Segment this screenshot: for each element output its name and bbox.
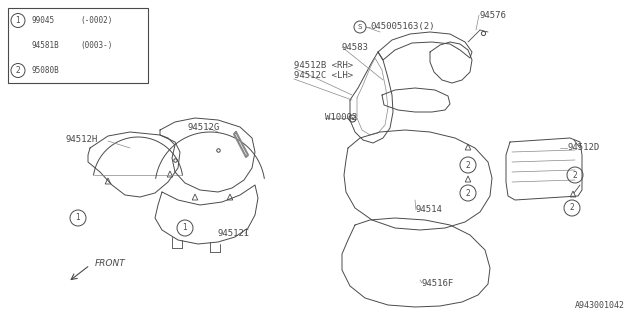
Text: (-0002): (-0002) [80,16,113,25]
Text: 94512I: 94512I [218,228,250,237]
Text: 94576: 94576 [479,11,506,20]
Text: (0003-): (0003-) [80,41,113,50]
Text: 94512C <LH>: 94512C <LH> [294,71,353,81]
Text: 99045: 99045 [32,16,55,25]
Text: 94581B: 94581B [32,41,60,50]
Text: 94512B <RH>: 94512B <RH> [294,60,353,69]
Text: 2: 2 [466,161,470,170]
Text: 1: 1 [76,213,81,222]
Bar [8,8,148,83]
Text: 94512G: 94512G [188,124,220,132]
Text: 94514: 94514 [416,205,443,214]
Text: 2: 2 [570,204,574,212]
Text: 94512D: 94512D [567,143,599,153]
Text: 94512H: 94512H [66,135,99,145]
Text: S: S [358,24,362,30]
Text: 2: 2 [15,66,20,75]
Text: 2: 2 [466,188,470,197]
Text: FRONT: FRONT [95,259,125,268]
Text: 94516F: 94516F [422,278,454,287]
Text: 045005163(2): 045005163(2) [370,22,435,31]
Text: 95080B: 95080B [32,66,60,75]
Text: W10002: W10002 [325,114,357,123]
Text: A943001042: A943001042 [575,301,625,310]
Text: 1: 1 [15,16,20,25]
Text: 94583: 94583 [342,43,369,52]
Text: 1: 1 [182,223,188,233]
Text: 2: 2 [573,171,577,180]
